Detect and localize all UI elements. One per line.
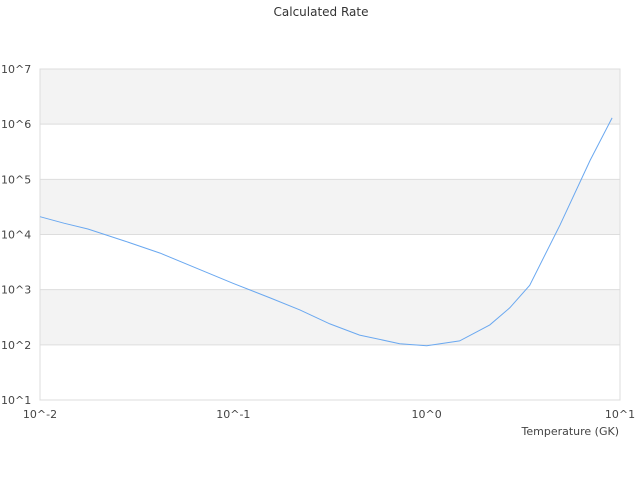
grid-band (40, 289, 620, 345)
y-tick-label: 10^4 (1, 229, 31, 242)
x-tick-label: 10^1 (605, 408, 635, 421)
y-tick-label: 10^2 (1, 339, 31, 352)
x-tick-label: 10^0 (412, 408, 442, 421)
chart-title: Calculated Rate (274, 5, 369, 19)
y-tick-label: 10^1 (1, 394, 31, 407)
grid-band (40, 179, 620, 235)
y-axis: 10^1 10^2 10^3 10^4 10^5 10^6 10^7 (1, 63, 31, 407)
series-line (39, 117, 613, 347)
x-axis: 10^-2 10^-1 10^0 10^1 (23, 408, 635, 421)
y-tick-label: 10^3 (1, 284, 31, 297)
y-tick-label: 10^5 (1, 173, 31, 186)
x-tick-label: 10^-1 (216, 408, 250, 421)
x-axis-label: Temperature (GK) (521, 425, 620, 438)
plot-frame (39, 68, 621, 401)
y-tick-label: 10^6 (1, 118, 31, 131)
x-tick-label: 10^-2 (23, 408, 57, 421)
background-bands (40, 69, 620, 345)
y-tick-label: 10^7 (1, 63, 31, 76)
grid-band (40, 69, 620, 125)
